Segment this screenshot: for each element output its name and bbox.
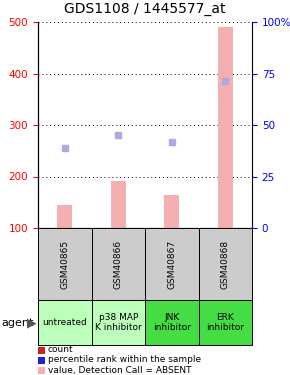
Bar — [164, 195, 179, 228]
Text: untreated: untreated — [42, 318, 87, 327]
Bar — [218, 27, 233, 228]
Bar — [38, 300, 92, 345]
Bar — [145, 300, 198, 345]
Text: JNK
inhibitor: JNK inhibitor — [153, 313, 191, 332]
Text: GDS1108 / 1445577_at: GDS1108 / 1445577_at — [64, 2, 226, 16]
Bar — [198, 228, 252, 300]
Text: p38 MAP
K inhibitor: p38 MAP K inhibitor — [95, 313, 142, 332]
Text: GSM40868: GSM40868 — [221, 240, 230, 289]
Text: percentile rank within the sample: percentile rank within the sample — [48, 356, 201, 364]
Text: count: count — [48, 345, 74, 354]
Bar — [111, 181, 126, 228]
Text: ERK
inhibitor: ERK inhibitor — [206, 313, 244, 332]
Text: GSM40867: GSM40867 — [167, 240, 176, 289]
Bar — [57, 205, 72, 228]
Text: ▶: ▶ — [27, 316, 37, 329]
Text: value, Detection Call = ABSENT: value, Detection Call = ABSENT — [48, 366, 191, 375]
Bar — [145, 228, 198, 300]
Bar — [92, 300, 145, 345]
Text: agent: agent — [1, 318, 33, 327]
Bar — [92, 228, 145, 300]
Bar — [38, 228, 92, 300]
Bar — [198, 300, 252, 345]
Text: GSM40865: GSM40865 — [60, 240, 69, 289]
Text: GSM40866: GSM40866 — [114, 240, 123, 289]
